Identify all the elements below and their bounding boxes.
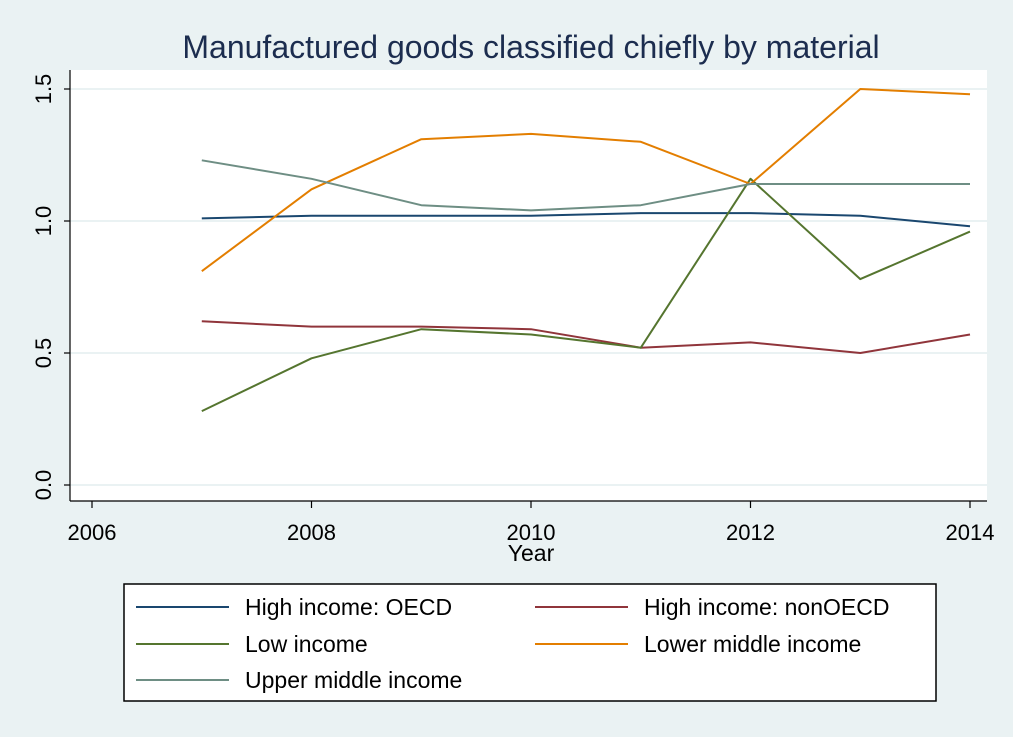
x-tick-label-4: 2014 [946, 520, 995, 545]
series-line-2 [201, 177, 971, 413]
chart-title: Manufactured goods classified chiefly by… [182, 29, 879, 65]
y-tick-label-1: 0.5 [31, 338, 56, 369]
series-line-0 [201, 212, 971, 228]
grid [70, 88, 987, 486]
series-line-3 [201, 88, 971, 273]
series-lines [201, 88, 971, 413]
y-tick-label-0: 0.0 [31, 470, 56, 501]
x-tick-label-0: 2006 [68, 520, 117, 545]
x-axis-title: Year [508, 540, 555, 566]
x-tick-label-2: 2010 [507, 520, 556, 545]
series-line-1 [201, 320, 971, 354]
series-line-4 [201, 159, 970, 212]
legend-label-1: High income: nonOECD [644, 594, 889, 620]
x-tick-label-3: 2012 [726, 520, 775, 545]
y-tick-label-3: 1.5 [31, 74, 56, 105]
legend-box [123, 583, 937, 702]
legend-label-2: Low income [245, 631, 368, 657]
legend-label-3: Lower middle income [644, 631, 861, 657]
plot-area [70, 70, 987, 501]
legend-label-4: Upper middle income [245, 667, 462, 693]
axes: 0.0 0.5 1.0 1.5 2006 2008 2010 2012 2014 [31, 70, 994, 545]
legend-label-0: High income: OECD [245, 594, 452, 620]
y-tick-label-2: 1.0 [31, 206, 56, 237]
x-tick-label-1: 2008 [287, 520, 336, 545]
legend: High income: OECD High income: nonOECD Low… [123, 583, 937, 702]
